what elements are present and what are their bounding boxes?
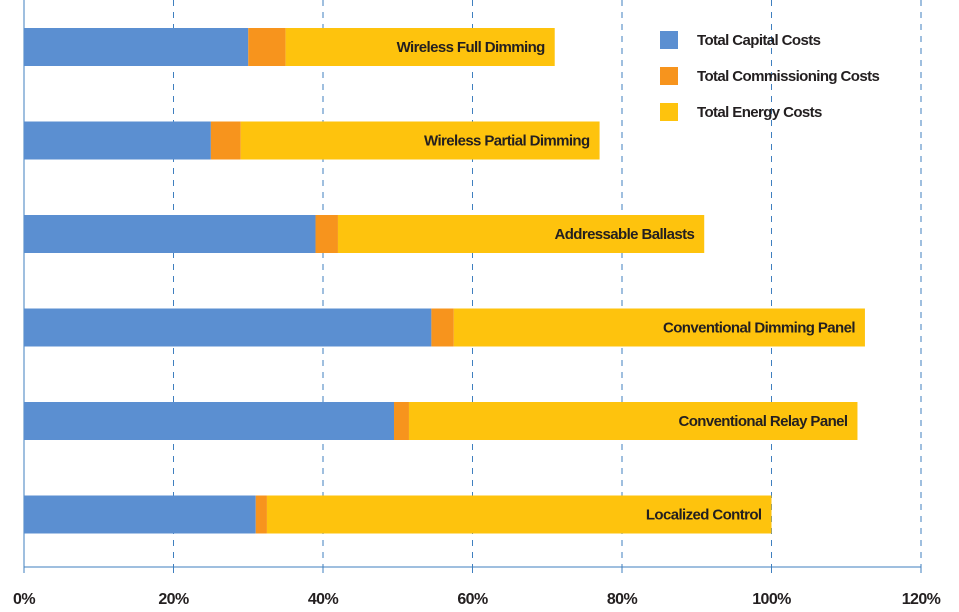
bar-segment — [24, 495, 256, 534]
bar-segment — [408, 402, 858, 440]
x-tick-label: 120% — [902, 591, 941, 608]
bar-segment — [315, 215, 338, 253]
legend-swatch — [660, 103, 678, 121]
x-tick-label: 80% — [607, 591, 638, 608]
bar-segment — [24, 215, 316, 253]
x-tick-label: 0% — [13, 591, 35, 608]
x-tick-label: 20% — [158, 591, 189, 608]
bar-label: Wireless Partial Dimming — [424, 132, 590, 149]
bar-segment — [248, 28, 286, 66]
bar-segment — [266, 495, 772, 534]
bar-segment — [24, 402, 395, 440]
x-tick-label: 100% — [752, 591, 791, 608]
x-tick-label: 60% — [457, 591, 488, 608]
legend-swatch — [660, 31, 678, 49]
bar-segment — [453, 308, 865, 347]
bar-segment — [394, 402, 409, 440]
bar-segment — [210, 121, 241, 160]
bar-segment — [285, 28, 555, 66]
bar-segment — [24, 308, 432, 347]
bar-segment — [24, 121, 211, 160]
bar-label: Wireless Full Dimming — [397, 39, 546, 56]
bar-label: Conventional Relay Panel — [678, 413, 847, 430]
bar-segment — [240, 121, 600, 160]
bar-label: Addressable Ballasts — [554, 226, 694, 243]
bar-label: Conventional Dimming Panel — [663, 319, 855, 336]
bar-segment — [255, 495, 267, 534]
bar-segment — [337, 215, 705, 253]
bar-segment — [24, 28, 249, 66]
bar-label: Localized Control — [646, 506, 762, 523]
bar-segment — [431, 308, 454, 347]
x-tick-label: 40% — [308, 591, 339, 608]
legend-label: Total Commissioning Costs — [697, 68, 879, 85]
legend-label: Total Energy Costs — [697, 104, 822, 121]
legend-label: Total Capital Costs — [697, 32, 821, 49]
legend-swatch — [660, 67, 678, 85]
